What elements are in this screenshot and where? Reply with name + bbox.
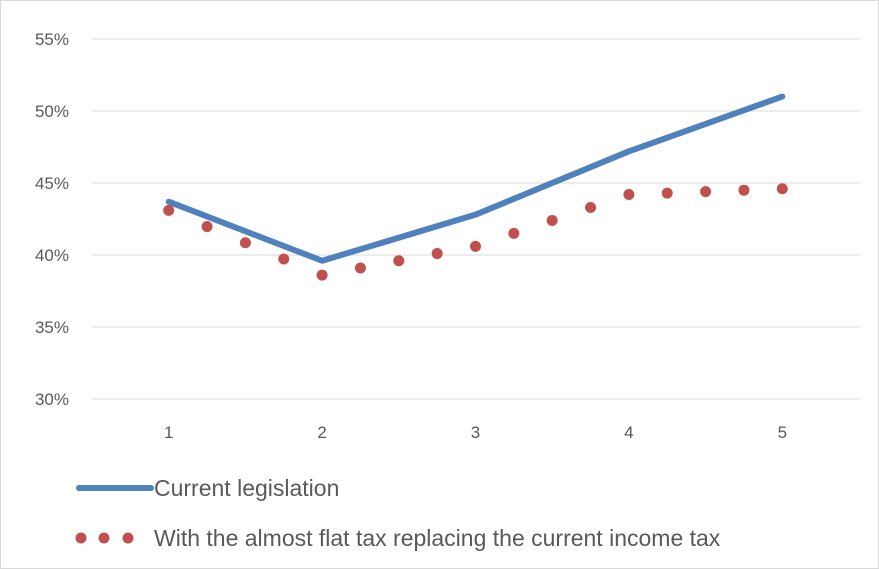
series-dot-flat-tax (546, 214, 558, 226)
series-dot-flat-tax (239, 237, 251, 249)
series-dot-flat-tax (201, 221, 213, 233)
series-dot-flat-tax (354, 262, 366, 274)
legend: Current legislation With the almost flat … (75, 475, 721, 551)
series-dot-flat-tax (393, 255, 405, 267)
series-dot-flat-tax (470, 240, 481, 252)
series-line-current-legislation (165, 93, 786, 264)
y-tick-label: 40% (35, 246, 69, 265)
series-dot-flat-tax (623, 189, 635, 201)
series-dot-flat-tax (316, 269, 328, 281)
legend-swatch-flat-tax-dot (98, 532, 110, 544)
series-dot-flat-tax (431, 248, 443, 260)
y-axis-labels: 30% 35% 40% 45% 50% 55% (35, 30, 69, 409)
y-tick-label: 50% (35, 102, 69, 121)
series-dot-flat-tax (508, 227, 520, 239)
series-dot-flat-tax (661, 187, 673, 199)
legend-swatch-flat-tax-dot (122, 532, 134, 544)
x-tick-label: 5 (778, 423, 787, 442)
y-tick-label: 45% (35, 174, 69, 193)
y-tick-label: 35% (35, 318, 69, 337)
x-tick-label: 4 (624, 423, 633, 442)
series-dot-flat-tax (700, 186, 712, 198)
y-tick-label: 30% (35, 390, 69, 409)
series-dot-flat-tax (738, 184, 750, 196)
series-dot-flat-tax (278, 253, 290, 265)
y-tick-label: 55% (35, 30, 69, 49)
x-tick-label: 1 (164, 423, 173, 442)
legend-label-flat-tax: With the almost flat tax replacing the c… (154, 525, 721, 551)
x-tick-label: 3 (471, 423, 480, 442)
x-axis-labels: 1 2 3 4 5 (164, 423, 787, 442)
legend-swatch-flat-tax-dot (75, 532, 87, 544)
series-dot-flat-tax (776, 183, 788, 195)
legend-label-current-legislation: Current legislation (154, 475, 339, 501)
gridlines (92, 38, 859, 400)
x-tick-label: 2 (317, 423, 326, 442)
series-dot-flat-tax (163, 204, 175, 216)
series-layer (163, 93, 788, 281)
series-dot-flat-tax (585, 201, 597, 213)
